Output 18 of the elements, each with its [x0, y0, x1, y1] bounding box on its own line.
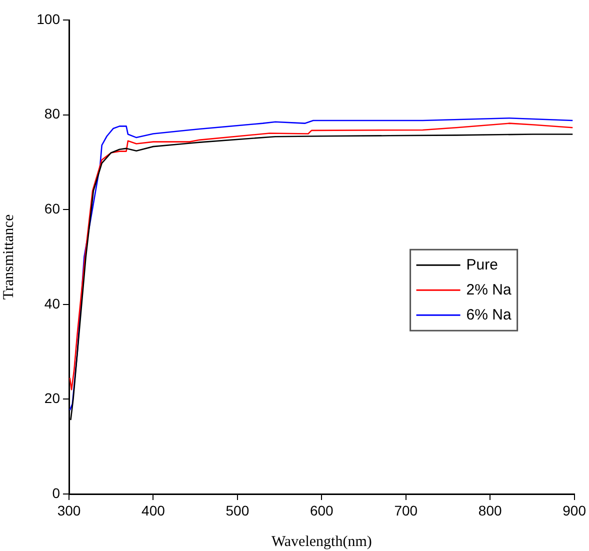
- legend-label: Pure: [466, 256, 498, 274]
- y-tick-label: 0: [52, 484, 60, 501]
- x-tick-label: 800: [478, 502, 502, 518]
- legend-label: 6% Na: [466, 306, 512, 324]
- y-tick-label: 60: [44, 200, 60, 216]
- y-tick-label: 40: [44, 295, 60, 312]
- y-tick-label: 80: [44, 106, 60, 122]
- x-tick-label: 700: [394, 502, 418, 518]
- y-axis-title: Transmittance: [0, 214, 17, 300]
- x-axis-title: Wavelength(nm): [271, 534, 372, 550]
- legend-label: 2% Na: [466, 281, 512, 298]
- x-tick-label: 900: [562, 502, 586, 518]
- x-tick-label: 500: [226, 502, 250, 518]
- x-tick-label: 400: [142, 502, 166, 518]
- x-tick-label: 300: [57, 502, 81, 518]
- y-tick-label: 20: [44, 390, 60, 406]
- y-tick-label: 100: [36, 10, 60, 27]
- x-tick-label: 600: [310, 502, 334, 518]
